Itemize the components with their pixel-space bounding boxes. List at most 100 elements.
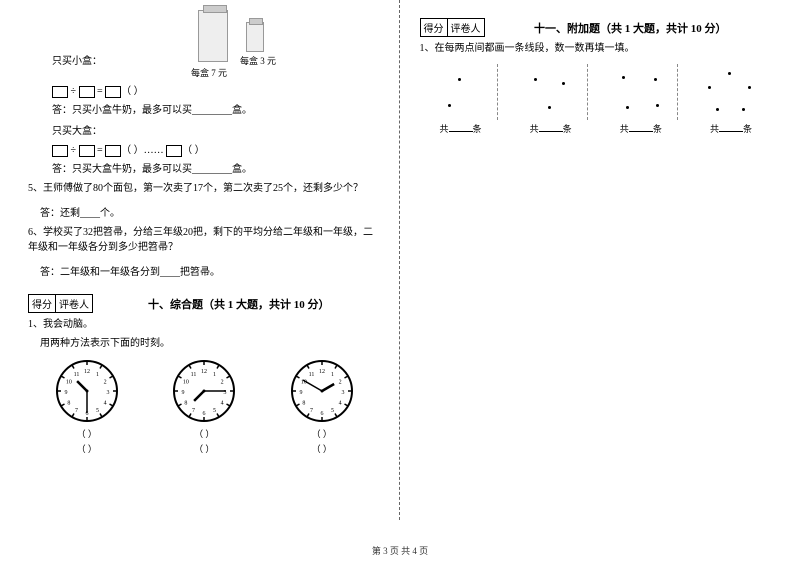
score-label: 得分: [420, 18, 448, 37]
equation-big: ÷ = （ ）…… （ ）: [52, 143, 381, 158]
marker-label: 评卷人: [448, 18, 485, 37]
svg-text:9: 9: [64, 390, 67, 396]
svg-text:11: 11: [308, 372, 314, 378]
score-table: 得分 评卷人: [420, 18, 485, 37]
clock: 121234567891011 （ ） （ ）: [288, 357, 356, 455]
milk-small-icon: [246, 22, 264, 52]
svg-text:6: 6: [203, 411, 206, 417]
dot: [748, 86, 751, 89]
svg-text:8: 8: [67, 401, 70, 407]
svg-text:1: 1: [96, 372, 99, 378]
equation-small: ÷ = （ ）: [52, 84, 381, 99]
dots-group: [514, 64, 588, 120]
clock-answer-2[interactable]: （ ）: [312, 442, 332, 455]
svg-text:6: 6: [320, 411, 323, 417]
q5-answer: 答：还剩____个。: [40, 206, 381, 221]
q5-text: 5、王师傅做了80个面包，第一次卖了17个，第二次卖了25个，还剩多少个？: [28, 181, 381, 196]
dots-group: [424, 64, 498, 120]
clock: 121234567891011 （ ） （ ）: [170, 357, 238, 455]
score-label: 得分: [28, 294, 56, 313]
dot: [458, 78, 461, 81]
clocks-row: 121234567891011 （ ） （ ） 121234567891011 …: [28, 357, 381, 455]
svg-text:8: 8: [185, 401, 188, 407]
dot: [716, 108, 719, 111]
section-11-title: 十一、附加题（共 1 大题，共计 10 分）: [489, 20, 773, 36]
dot: [654, 78, 657, 81]
s10-q1: 1、我会动脑。: [28, 317, 381, 332]
svg-text:4: 4: [221, 401, 224, 407]
svg-text:1: 1: [331, 372, 334, 378]
left-column: 只买小盒： 每盒 7 元 每盒 3 元 ÷ = （ ） 答：只买小盒牛奶，最多可…: [0, 0, 400, 520]
svg-text:5: 5: [213, 408, 216, 414]
svg-text:12: 12: [84, 369, 90, 375]
svg-text:11: 11: [191, 372, 197, 378]
dot: [548, 106, 551, 109]
svg-text:4: 4: [338, 401, 341, 407]
clock-answer-2[interactable]: （ ）: [194, 442, 214, 455]
blank-box[interactable]: [166, 145, 182, 157]
dot: [656, 104, 659, 107]
count-blank[interactable]: 共条: [604, 122, 678, 135]
count-blank[interactable]: 共条: [694, 122, 768, 135]
marker-label: 评卷人: [56, 294, 93, 313]
dot: [742, 108, 745, 111]
s11-q1: 1、在每两点间都画一条线段，数一数再填一填。: [420, 41, 773, 56]
svg-text:7: 7: [192, 408, 195, 414]
svg-text:2: 2: [221, 380, 224, 386]
clock-answer-1[interactable]: （ ）: [312, 427, 332, 440]
blank-box[interactable]: [105, 86, 121, 98]
dots-row: [424, 64, 769, 120]
svg-text:10: 10: [66, 380, 72, 386]
svg-text:8: 8: [302, 401, 305, 407]
svg-text:10: 10: [183, 380, 189, 386]
dot: [562, 82, 565, 85]
section-10-header: 得分 评卷人 十、综合题（共 1 大题，共计 10 分）: [28, 294, 381, 313]
page-footer: 第 3 页 共 4 页: [0, 544, 800, 557]
svg-text:12: 12: [201, 369, 207, 375]
blank-box[interactable]: [105, 145, 121, 157]
buy-small-label: 只买小盒：: [52, 54, 102, 69]
right-column: 得分 评卷人 十一、附加题（共 1 大题，共计 10 分） 1、在每两点间都画一…: [400, 0, 800, 520]
milk-small-price: 每盒 3 元: [240, 54, 276, 67]
clock-answer-2[interactable]: （ ）: [77, 442, 97, 455]
dot: [448, 104, 451, 107]
clock-answer-1[interactable]: （ ）: [194, 427, 214, 440]
score-table: 得分 评卷人: [28, 294, 93, 313]
svg-text:11: 11: [73, 372, 79, 378]
section-11-header: 得分 评卷人 十一、附加题（共 1 大题，共计 10 分）: [420, 18, 773, 37]
svg-text:7: 7: [75, 408, 78, 414]
s10-q1-sub: 用两种方法表示下面的时刻。: [40, 336, 381, 351]
svg-text:12: 12: [319, 369, 325, 375]
blank-box[interactable]: [79, 145, 95, 157]
svg-text:1: 1: [213, 372, 216, 378]
page: 只买小盒： 每盒 7 元 每盒 3 元 ÷ = （ ） 答：只买小盒牛奶，最多可…: [0, 0, 800, 520]
clock-answer-1[interactable]: （ ）: [77, 427, 97, 440]
svg-text:5: 5: [96, 408, 99, 414]
dot: [708, 86, 711, 89]
count-row: 共条 共条 共条 共条: [424, 122, 769, 135]
dot: [728, 72, 731, 75]
svg-text:5: 5: [331, 408, 334, 414]
dots-group: [604, 64, 678, 120]
dot: [626, 106, 629, 109]
section-10-title: 十、综合题（共 1 大题，共计 10 分）: [97, 296, 381, 312]
svg-text:2: 2: [338, 380, 341, 386]
milk-big-price: 每盒 7 元: [191, 66, 227, 79]
svg-text:9: 9: [182, 390, 185, 396]
svg-text:3: 3: [341, 390, 344, 396]
svg-text:2: 2: [103, 380, 106, 386]
milk-illustration-row: 只买小盒： 每盒 7 元 每盒 3 元: [28, 10, 381, 80]
svg-text:9: 9: [299, 390, 302, 396]
count-blank[interactable]: 共条: [514, 122, 588, 135]
q6-text: 6、学校买了32把笤帚，分给三年级20把，剩下的平均分给二年级和一年级，二年级和…: [28, 225, 381, 255]
clock: 121234567891011 （ ） （ ）: [53, 357, 121, 455]
milk-big-icon: [198, 10, 228, 62]
blank-box[interactable]: [52, 86, 68, 98]
dot: [622, 76, 625, 79]
answer-big: 答：只买大盒牛奶，最多可以买________盒。: [52, 162, 381, 177]
svg-text:7: 7: [310, 408, 313, 414]
answer-small: 答：只买小盒牛奶，最多可以买________盒。: [52, 103, 381, 118]
count-blank[interactable]: 共条: [424, 122, 498, 135]
blank-box[interactable]: [79, 86, 95, 98]
blank-box[interactable]: [52, 145, 68, 157]
